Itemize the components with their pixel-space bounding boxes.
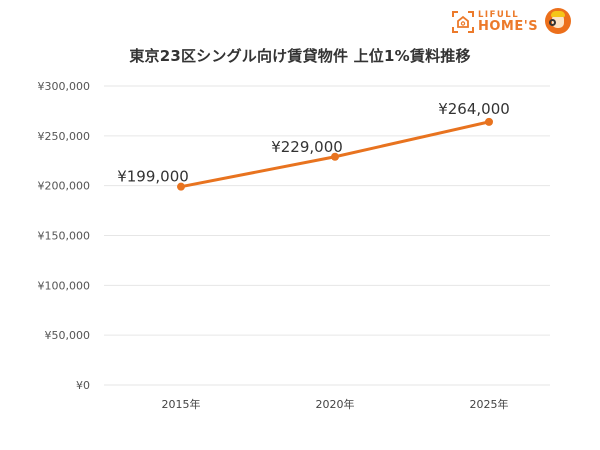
y-tick-label: ¥50,000 [45, 329, 91, 342]
y-axis: ¥0 ¥50,000 ¥100,000 ¥150,000 ¥200,000 ¥250,00… [38, 80, 91, 392]
y-tick-label: ¥200,000 [38, 180, 91, 193]
x-tick-label: 2020年 [316, 397, 355, 411]
logo-line1: LIFULL [478, 10, 520, 20]
data-label: ¥264,000 [438, 100, 510, 118]
y-tick-label: ¥250,000 [38, 130, 91, 143]
lifull-homes-logo: LIFULL HOME'S [452, 8, 590, 36]
logo-line2: HOME'S [478, 19, 539, 34]
home-frame-icon [452, 11, 474, 33]
x-tick-label: 2015年 [162, 397, 201, 411]
y-tick-label: ¥300,000 [38, 80, 91, 93]
data-point [485, 117, 493, 126]
data-label: ¥229,000 [271, 138, 343, 156]
y-tick-label: ¥150,000 [38, 230, 91, 243]
data-point [331, 152, 339, 161]
mascot-icon [545, 8, 571, 34]
series-line [177, 117, 493, 191]
data-labels: ¥199,000 ¥229,000 ¥264,000 [117, 100, 510, 186]
gridlines [104, 85, 550, 386]
x-axis: 2015年 2020年 2025年 [162, 397, 509, 411]
y-tick-label: ¥100,000 [38, 279, 91, 292]
data-label: ¥199,000 [117, 168, 189, 186]
x-tick-label: 2025年 [470, 397, 509, 411]
chart-title: 東京23区シングル向け賃貸物件 上位1%賃料推移 [129, 47, 471, 65]
data-point [177, 182, 185, 191]
y-tick-label: ¥0 [76, 379, 90, 392]
